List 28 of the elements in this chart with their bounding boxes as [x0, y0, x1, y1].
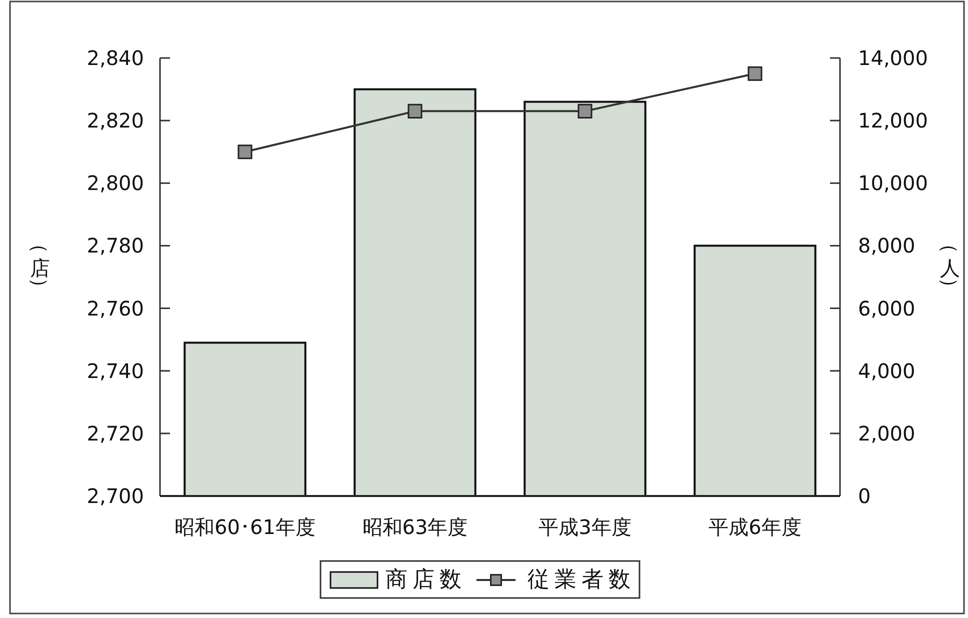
- y-tick-label: 2,700: [86, 484, 144, 508]
- x-tick-label: 平成6年度: [708, 515, 802, 539]
- point: [408, 104, 422, 118]
- y-tick-label: 2,780: [86, 234, 144, 258]
- point: [578, 104, 592, 118]
- y2-tick-label: 8,000: [858, 234, 916, 258]
- point: [238, 144, 252, 160]
- y-tick-label: 2,720: [86, 421, 144, 446]
- x-tick-label: 昭和63年度: [362, 515, 468, 539]
- y2-tick-label: 4,000: [858, 358, 916, 383]
- y2-tick-label: 0: [858, 484, 871, 508]
- y2-tick-label: 6,000: [858, 296, 916, 320]
- y2-tick-label: 12,000: [858, 108, 928, 133]
- y2-tick-label: 14,000: [858, 46, 928, 70]
- y-tick-label: 2,820: [86, 108, 144, 133]
- x-tick-label: 昭和60･61年度: [174, 515, 316, 539]
- y2-tick-label: 2,000: [858, 421, 916, 446]
- y-axis-title: （店）: [28, 234, 52, 298]
- y-tick-label: 2,760: [86, 296, 144, 320]
- y2-axis-title: （人）: [938, 234, 962, 298]
- x-tick-label: 平成3年度: [538, 515, 632, 539]
- y2-tick-label: 10,000: [858, 171, 928, 196]
- legend-label: 従業者数: [528, 568, 636, 592]
- y-tick-label: 2,840: [86, 46, 144, 70]
- legend-label: 商店数: [386, 568, 466, 592]
- point: [748, 66, 762, 81]
- y-tick-label: 2,740: [86, 358, 144, 383]
- y-tick-label: 2,800: [86, 171, 144, 196]
